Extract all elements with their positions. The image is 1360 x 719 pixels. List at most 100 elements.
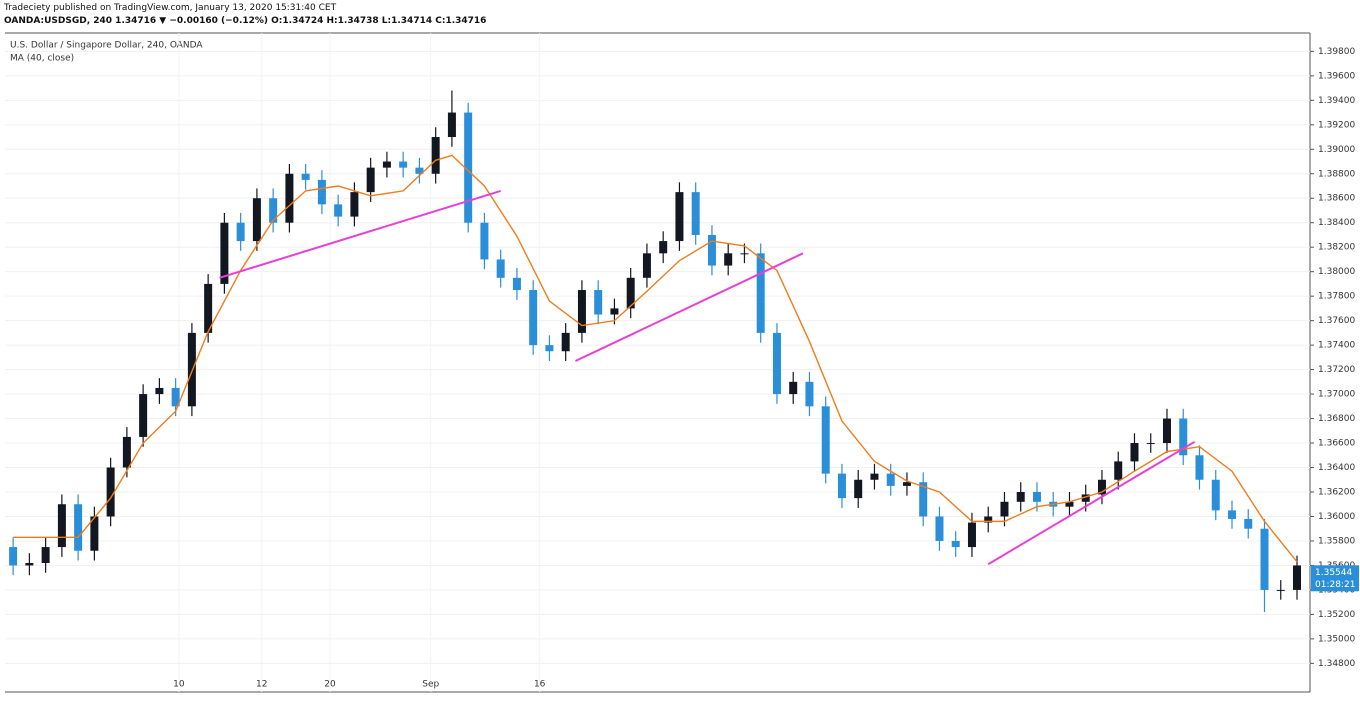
y-tick-label: 1.39200	[1318, 120, 1355, 130]
candle-body	[724, 253, 733, 266]
candle-body	[789, 381, 798, 395]
candle-body	[772, 332, 781, 395]
candle-body	[529, 290, 538, 346]
x-tick-label: 12	[256, 680, 267, 690]
y-tick-label: 1.38600	[1318, 194, 1355, 204]
candle-body	[512, 277, 521, 291]
last-price-label: 1.35544	[1315, 568, 1352, 578]
candle-body	[805, 381, 814, 407]
published-line: Tradeciety published on TradingView.com,…	[4, 3, 337, 13]
candle-body	[1146, 443, 1155, 445]
candle-body	[691, 192, 700, 235]
candle-body	[984, 516, 993, 523]
candle-body	[545, 345, 554, 352]
candle-body	[236, 222, 245, 242]
candle-body	[577, 290, 586, 333]
candle-body	[464, 112, 473, 223]
y-tick-label: 1.36000	[1318, 512, 1355, 522]
x-tick-label: Sep	[422, 680, 439, 690]
candle-body	[837, 473, 846, 499]
candle-body	[659, 241, 668, 254]
candle-body	[399, 161, 408, 168]
candle-body	[626, 277, 635, 309]
candle-body	[57, 504, 66, 548]
candle-body	[106, 467, 115, 517]
candle-body	[382, 161, 391, 168]
candle-body	[366, 167, 375, 193]
y-tick-label: 1.37200	[1318, 365, 1355, 375]
y-tick-label: 1.37000	[1318, 390, 1355, 400]
candle-body	[285, 173, 294, 223]
ma-line	[13, 154, 1298, 563]
x-tick-label: 16	[534, 680, 546, 690]
chart-title: U.S. Dollar / Singapore Dollar, 240, OAN…	[10, 41, 203, 51]
candle-body	[155, 387, 164, 395]
candle-body	[90, 516, 99, 551]
candle-body	[1276, 589, 1285, 591]
last-price-box	[1311, 565, 1359, 592]
candle-body	[25, 562, 34, 566]
candle-body	[350, 192, 359, 217]
candle-body	[561, 332, 570, 352]
candle-body	[756, 253, 765, 333]
x-tick-label: 10	[173, 680, 185, 690]
countdown-label: 01:28:21	[1315, 580, 1355, 590]
candle-body	[1292, 565, 1301, 590]
candle-body	[854, 479, 863, 499]
candle-body	[1244, 518, 1253, 529]
candle-body	[821, 406, 830, 474]
candle-body	[334, 204, 343, 217]
y-tick-label: 1.38800	[1318, 169, 1355, 179]
candle-body	[610, 308, 619, 315]
candle-body	[220, 222, 229, 284]
y-tick-label: 1.37800	[1318, 292, 1355, 302]
candle-body	[642, 253, 651, 278]
y-tick-label: 1.37600	[1318, 316, 1355, 326]
candle-body	[919, 482, 928, 517]
candle-body	[1114, 461, 1123, 480]
candle-body	[480, 222, 489, 260]
y-tick-label: 1.36800	[1318, 414, 1355, 424]
y-tick-label: 1.36600	[1318, 439, 1355, 449]
trendline	[219, 189, 501, 279]
candle-body	[967, 522, 976, 548]
symbol-line: OANDA:USDSGD, 240 1.34716 ▼ −0.00160 (−0…	[4, 16, 487, 26]
candle-body	[1162, 418, 1171, 444]
candle-body	[301, 173, 310, 180]
candle-body	[496, 259, 505, 278]
trendline	[987, 440, 1196, 566]
candle-body	[902, 482, 911, 486]
candle-body	[675, 192, 684, 242]
x-tick-label: 20	[324, 680, 336, 690]
candle-body	[1065, 501, 1074, 507]
y-tick-label: 1.38400	[1318, 218, 1355, 228]
candle-body	[707, 234, 716, 266]
y-tick-label: 1.36200	[1318, 487, 1355, 497]
candle-body	[935, 516, 944, 541]
candle-body	[1211, 479, 1220, 511]
y-tick-label: 1.39600	[1318, 71, 1355, 81]
candle-body	[594, 290, 603, 315]
y-tick-label: 1.35000	[1318, 634, 1355, 644]
candle-body	[1032, 491, 1041, 502]
candle-body	[1081, 494, 1090, 502]
candle-body	[317, 179, 326, 205]
candle-body	[431, 137, 440, 174]
candle-body	[447, 112, 456, 138]
y-tick-label: 1.34800	[1318, 659, 1355, 669]
legend-entry: MA (40, close)	[10, 54, 74, 64]
y-tick-label: 1.39000	[1318, 145, 1355, 155]
y-tick-label: 1.38000	[1318, 267, 1355, 277]
candle-body	[1130, 443, 1139, 462]
candle-body	[1227, 510, 1236, 519]
y-tick-label: 1.39400	[1318, 96, 1355, 106]
candle-body	[1260, 528, 1269, 590]
candle-body	[252, 198, 261, 242]
y-tick-label: 1.35800	[1318, 536, 1355, 546]
candle-body	[41, 547, 50, 563]
candle-body	[122, 436, 131, 468]
trendline	[575, 252, 804, 362]
candle-body	[951, 540, 960, 548]
candle-body	[204, 283, 213, 333]
